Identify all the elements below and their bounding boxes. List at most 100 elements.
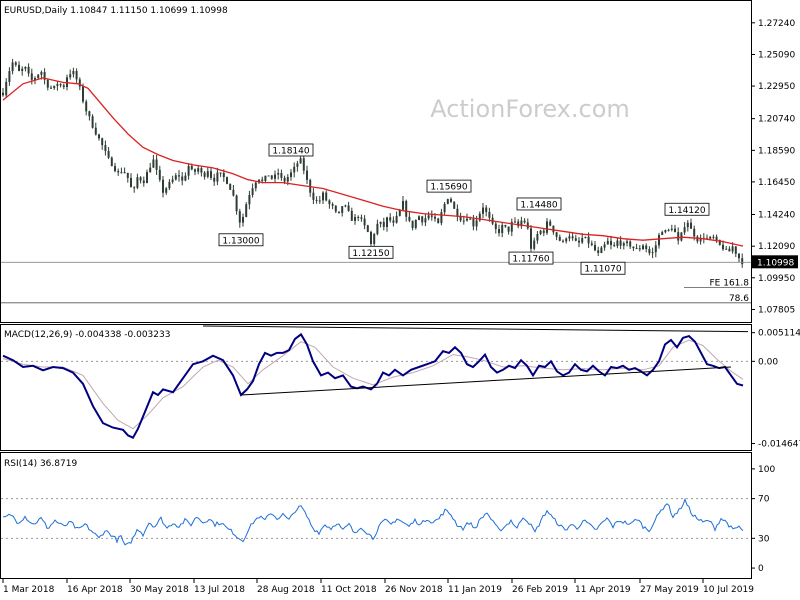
price-annotation-label: 1.11070 xyxy=(584,265,621,275)
candle-body xyxy=(190,166,193,170)
candle-body xyxy=(434,216,436,219)
candle-body xyxy=(670,228,673,230)
candle-body xyxy=(216,172,219,182)
candle-body xyxy=(152,159,155,168)
candle-body xyxy=(514,221,516,223)
candle-body xyxy=(370,231,372,244)
price-layer: FE 161.8 78.6 1.18140 1.13000 1.15690 1.12150… xyxy=(1,58,751,304)
candle-body xyxy=(283,177,286,182)
candle-body xyxy=(219,172,222,174)
candle-body xyxy=(549,221,552,226)
candle-body xyxy=(325,192,328,201)
price-annotation-label: 1.14120 xyxy=(668,206,705,216)
price-annotation-label: 1.18140 xyxy=(272,146,309,156)
candle-body xyxy=(21,68,24,71)
candle-body xyxy=(472,218,475,227)
candle-body xyxy=(510,221,513,232)
candle-body xyxy=(200,168,203,173)
candle-body xyxy=(334,205,337,212)
x-tick-label: 28 Aug 2018 xyxy=(257,585,315,595)
candle-body xyxy=(50,87,52,89)
candle-body xyxy=(302,158,305,171)
price-y-tick-label: 1.07805 xyxy=(758,305,795,315)
candle-body xyxy=(520,220,523,227)
current-price-label: 1.10998 xyxy=(757,258,794,268)
candle-body xyxy=(350,210,353,221)
candle-body xyxy=(683,227,686,233)
candle-body xyxy=(277,173,280,175)
candle-body xyxy=(133,187,136,189)
rsi-line xyxy=(2,497,744,546)
candle-body xyxy=(104,145,107,151)
candle-body xyxy=(533,240,536,249)
candle-body xyxy=(85,101,88,112)
candle-body xyxy=(88,111,91,117)
price-y-tick-label: 1.22950 xyxy=(758,82,795,92)
candle-body xyxy=(398,209,401,216)
candle-body xyxy=(686,222,689,228)
candle-body xyxy=(107,150,110,158)
macd-header: MACD(12,26,9) -0.004338 -0.003233 xyxy=(4,330,170,340)
candle-body xyxy=(261,179,264,181)
candle-body xyxy=(430,215,433,217)
candle-body xyxy=(11,62,14,72)
candle-body xyxy=(270,175,273,179)
candle-body xyxy=(395,215,398,223)
candle-body xyxy=(725,248,728,250)
candle-body xyxy=(462,220,465,222)
price-y-tick-label: 1.18590 xyxy=(758,146,795,156)
macd-y-tick-label: -0.014647 xyxy=(758,440,800,450)
price-annotation-label: 1.12150 xyxy=(352,249,389,259)
candle-body xyxy=(171,179,174,182)
rsi-y-tick-label: 70 xyxy=(758,495,770,505)
candle-body xyxy=(485,207,488,212)
candle-body xyxy=(258,179,260,183)
x-tick-label: 1 Mar 2018 xyxy=(3,585,55,595)
candle-body xyxy=(418,216,420,220)
candle-body xyxy=(424,218,427,223)
candle-body xyxy=(91,116,94,128)
candle-body xyxy=(635,248,638,250)
candle-body xyxy=(542,230,545,233)
candle-body xyxy=(741,258,744,265)
candle-body xyxy=(594,244,596,251)
macd-trendline xyxy=(202,325,749,333)
candle-body xyxy=(181,176,184,181)
candle-body xyxy=(552,225,555,233)
candle-body xyxy=(654,245,657,253)
candle-body xyxy=(421,216,424,223)
candle-body xyxy=(648,249,651,254)
price-annotation-label: 1.14480 xyxy=(520,200,557,210)
candle-body xyxy=(245,204,248,217)
price-y-tick-label: 1.12090 xyxy=(758,242,795,252)
candle-body xyxy=(482,207,484,214)
candle-body xyxy=(347,205,350,211)
candle-body xyxy=(571,236,574,239)
candle-body xyxy=(40,72,43,75)
price-annotation-box xyxy=(218,233,264,247)
candle-body xyxy=(229,183,232,190)
candle-body xyxy=(693,228,696,237)
candle-body xyxy=(306,170,308,180)
x-tick-label: 16 Apr 2018 xyxy=(67,585,123,595)
candle-body xyxy=(578,240,580,243)
candle-body xyxy=(27,66,30,74)
candle-body xyxy=(46,79,49,88)
candle-body xyxy=(565,238,568,242)
candle-body xyxy=(59,84,62,86)
price-y-tick-label: 1.27240 xyxy=(758,19,795,29)
watermark: ActionForex.com xyxy=(430,95,630,123)
candle-body xyxy=(360,217,363,219)
candle-body xyxy=(622,243,625,246)
candle-body xyxy=(290,172,292,178)
candle-body xyxy=(162,179,164,193)
candle-body xyxy=(203,172,206,177)
candle-body xyxy=(568,236,571,239)
candle-body xyxy=(37,74,40,79)
candle-body xyxy=(629,241,632,247)
candle-body xyxy=(469,218,472,220)
candle-body xyxy=(363,218,366,226)
candle-body xyxy=(248,194,251,205)
candle-body xyxy=(286,177,289,182)
